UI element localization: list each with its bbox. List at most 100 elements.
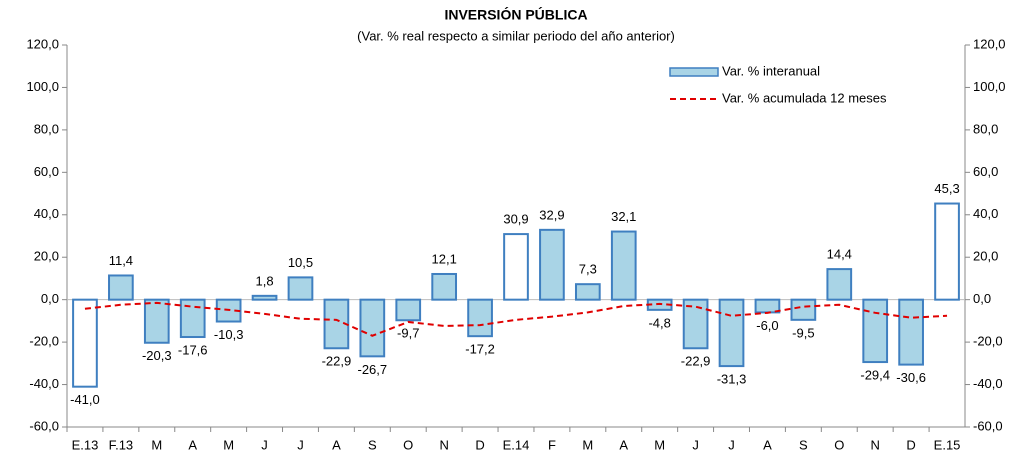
data-label: -17,2 <box>465 342 495 357</box>
data-label: -4,8 <box>648 315 670 330</box>
x-tick-label: M <box>223 437 234 452</box>
data-label: 14,4 <box>827 247 852 262</box>
x-tick-label: S <box>368 437 377 452</box>
data-label: -41,0 <box>70 392 100 407</box>
x-tick-label: S <box>799 437 808 452</box>
x-tick-label: J <box>692 437 699 452</box>
data-label: 32,9 <box>539 207 564 222</box>
bar <box>610 230 637 301</box>
bar <box>251 294 278 301</box>
y2-tick-label: -60,0 <box>973 418 1003 433</box>
bar <box>359 298 386 358</box>
bar <box>934 202 960 301</box>
y-tick-label: -20,0 <box>29 334 59 349</box>
x-tick-label: M <box>582 437 593 452</box>
data-label: 10,5 <box>288 255 313 270</box>
x-tick-label: F.13 <box>109 437 134 452</box>
x-tick-label: J <box>261 437 268 452</box>
y2-tick-label: 40,0 <box>973 206 998 221</box>
data-label: -29,4 <box>860 367 890 382</box>
bar <box>574 283 601 301</box>
bar <box>898 298 924 366</box>
x-tick-label: E.15 <box>934 437 961 452</box>
y2-tick-label: -40,0 <box>973 376 1003 391</box>
bar <box>431 272 458 301</box>
y-tick-label: 80,0 <box>34 121 59 136</box>
bar <box>539 228 565 301</box>
bar <box>467 298 493 338</box>
data-label: 11,4 <box>109 253 133 268</box>
data-label: -10,3 <box>214 327 244 342</box>
x-tick-label: N <box>871 437 880 452</box>
y-tick-label: 100,0 <box>26 79 59 94</box>
data-label: -22,9 <box>322 354 352 369</box>
y2-tick-label: 0,0 <box>973 291 991 306</box>
data-label: 30,9 <box>503 212 528 227</box>
data-label: -6,0 <box>756 318 778 333</box>
x-tick-label: J <box>297 437 304 452</box>
x-tick-label: O <box>834 437 844 452</box>
data-label: -9,5 <box>792 325 814 340</box>
data-label: -22,9 <box>681 354 711 369</box>
x-tick-label: M <box>151 437 162 452</box>
data-label: -9,7 <box>397 326 419 341</box>
chart-title: INVERSIÓN PÚBLICA <box>444 6 587 23</box>
bar <box>179 298 206 339</box>
x-tick-label: F <box>548 437 556 452</box>
y2-tick-label: 20,0 <box>973 249 998 264</box>
data-label: -30,6 <box>896 370 926 385</box>
data-label: -20,3 <box>142 348 172 363</box>
y2-tick-label: 80,0 <box>973 121 998 136</box>
y2-tick-label: 60,0 <box>973 164 998 179</box>
line <box>84 301 948 337</box>
y-tick-label: -40,0 <box>29 376 59 391</box>
legend-label: Var. % interanual <box>722 63 820 78</box>
bar <box>108 274 134 301</box>
y-tick-label: 120,0 <box>26 36 59 51</box>
y-tick-label: 60,0 <box>34 164 59 179</box>
x-tick-label: O <box>403 437 413 452</box>
legend-swatch <box>669 67 719 77</box>
x-tick-label: E.14 <box>503 437 530 452</box>
data-label: 1,8 <box>256 273 274 288</box>
chart-subtitle: (Var. % real respecto a similar periodo … <box>357 28 675 43</box>
bar <box>72 298 98 388</box>
x-tick-label: M <box>654 437 665 452</box>
data-label: -26,7 <box>357 362 387 377</box>
x-tick-label: A <box>332 437 341 452</box>
bar <box>682 298 709 350</box>
y2-tick-label: 120,0 <box>973 36 1006 51</box>
bar <box>718 298 745 368</box>
bar <box>323 298 350 350</box>
data-label: 32,1 <box>611 209 636 224</box>
x-tick-label: D <box>475 437 484 452</box>
y-tick-label: 40,0 <box>34 206 59 221</box>
y-tick-label: 0,0 <box>41 291 59 306</box>
data-label: 45,3 <box>934 181 959 196</box>
bar <box>503 233 529 301</box>
bar <box>143 298 170 344</box>
x-tick-label: N <box>439 437 448 452</box>
data-label: 7,3 <box>579 262 597 277</box>
y2-tick-label: -20,0 <box>973 334 1003 349</box>
x-tick-label: D <box>906 437 915 452</box>
bar <box>862 298 889 364</box>
y2-tick-label: 100,0 <box>973 79 1006 94</box>
y-tick-label: 20,0 <box>34 249 59 264</box>
legend-label: Var. % acumulada 12 meses <box>722 90 887 105</box>
x-tick-label: A <box>763 437 772 452</box>
bar <box>287 276 314 301</box>
bar <box>395 298 422 322</box>
data-label: -31,3 <box>717 372 747 387</box>
x-tick-label: E.13 <box>72 437 99 452</box>
bar <box>826 268 853 301</box>
y-tick-label: -60,0 <box>29 418 59 433</box>
x-tick-label: A <box>188 437 197 452</box>
data-label: 12,1 <box>432 251 457 266</box>
bar <box>790 298 817 321</box>
x-tick-label: A <box>619 437 628 452</box>
data-label: -17,6 <box>178 342 208 357</box>
x-tick-label: J <box>728 437 735 452</box>
